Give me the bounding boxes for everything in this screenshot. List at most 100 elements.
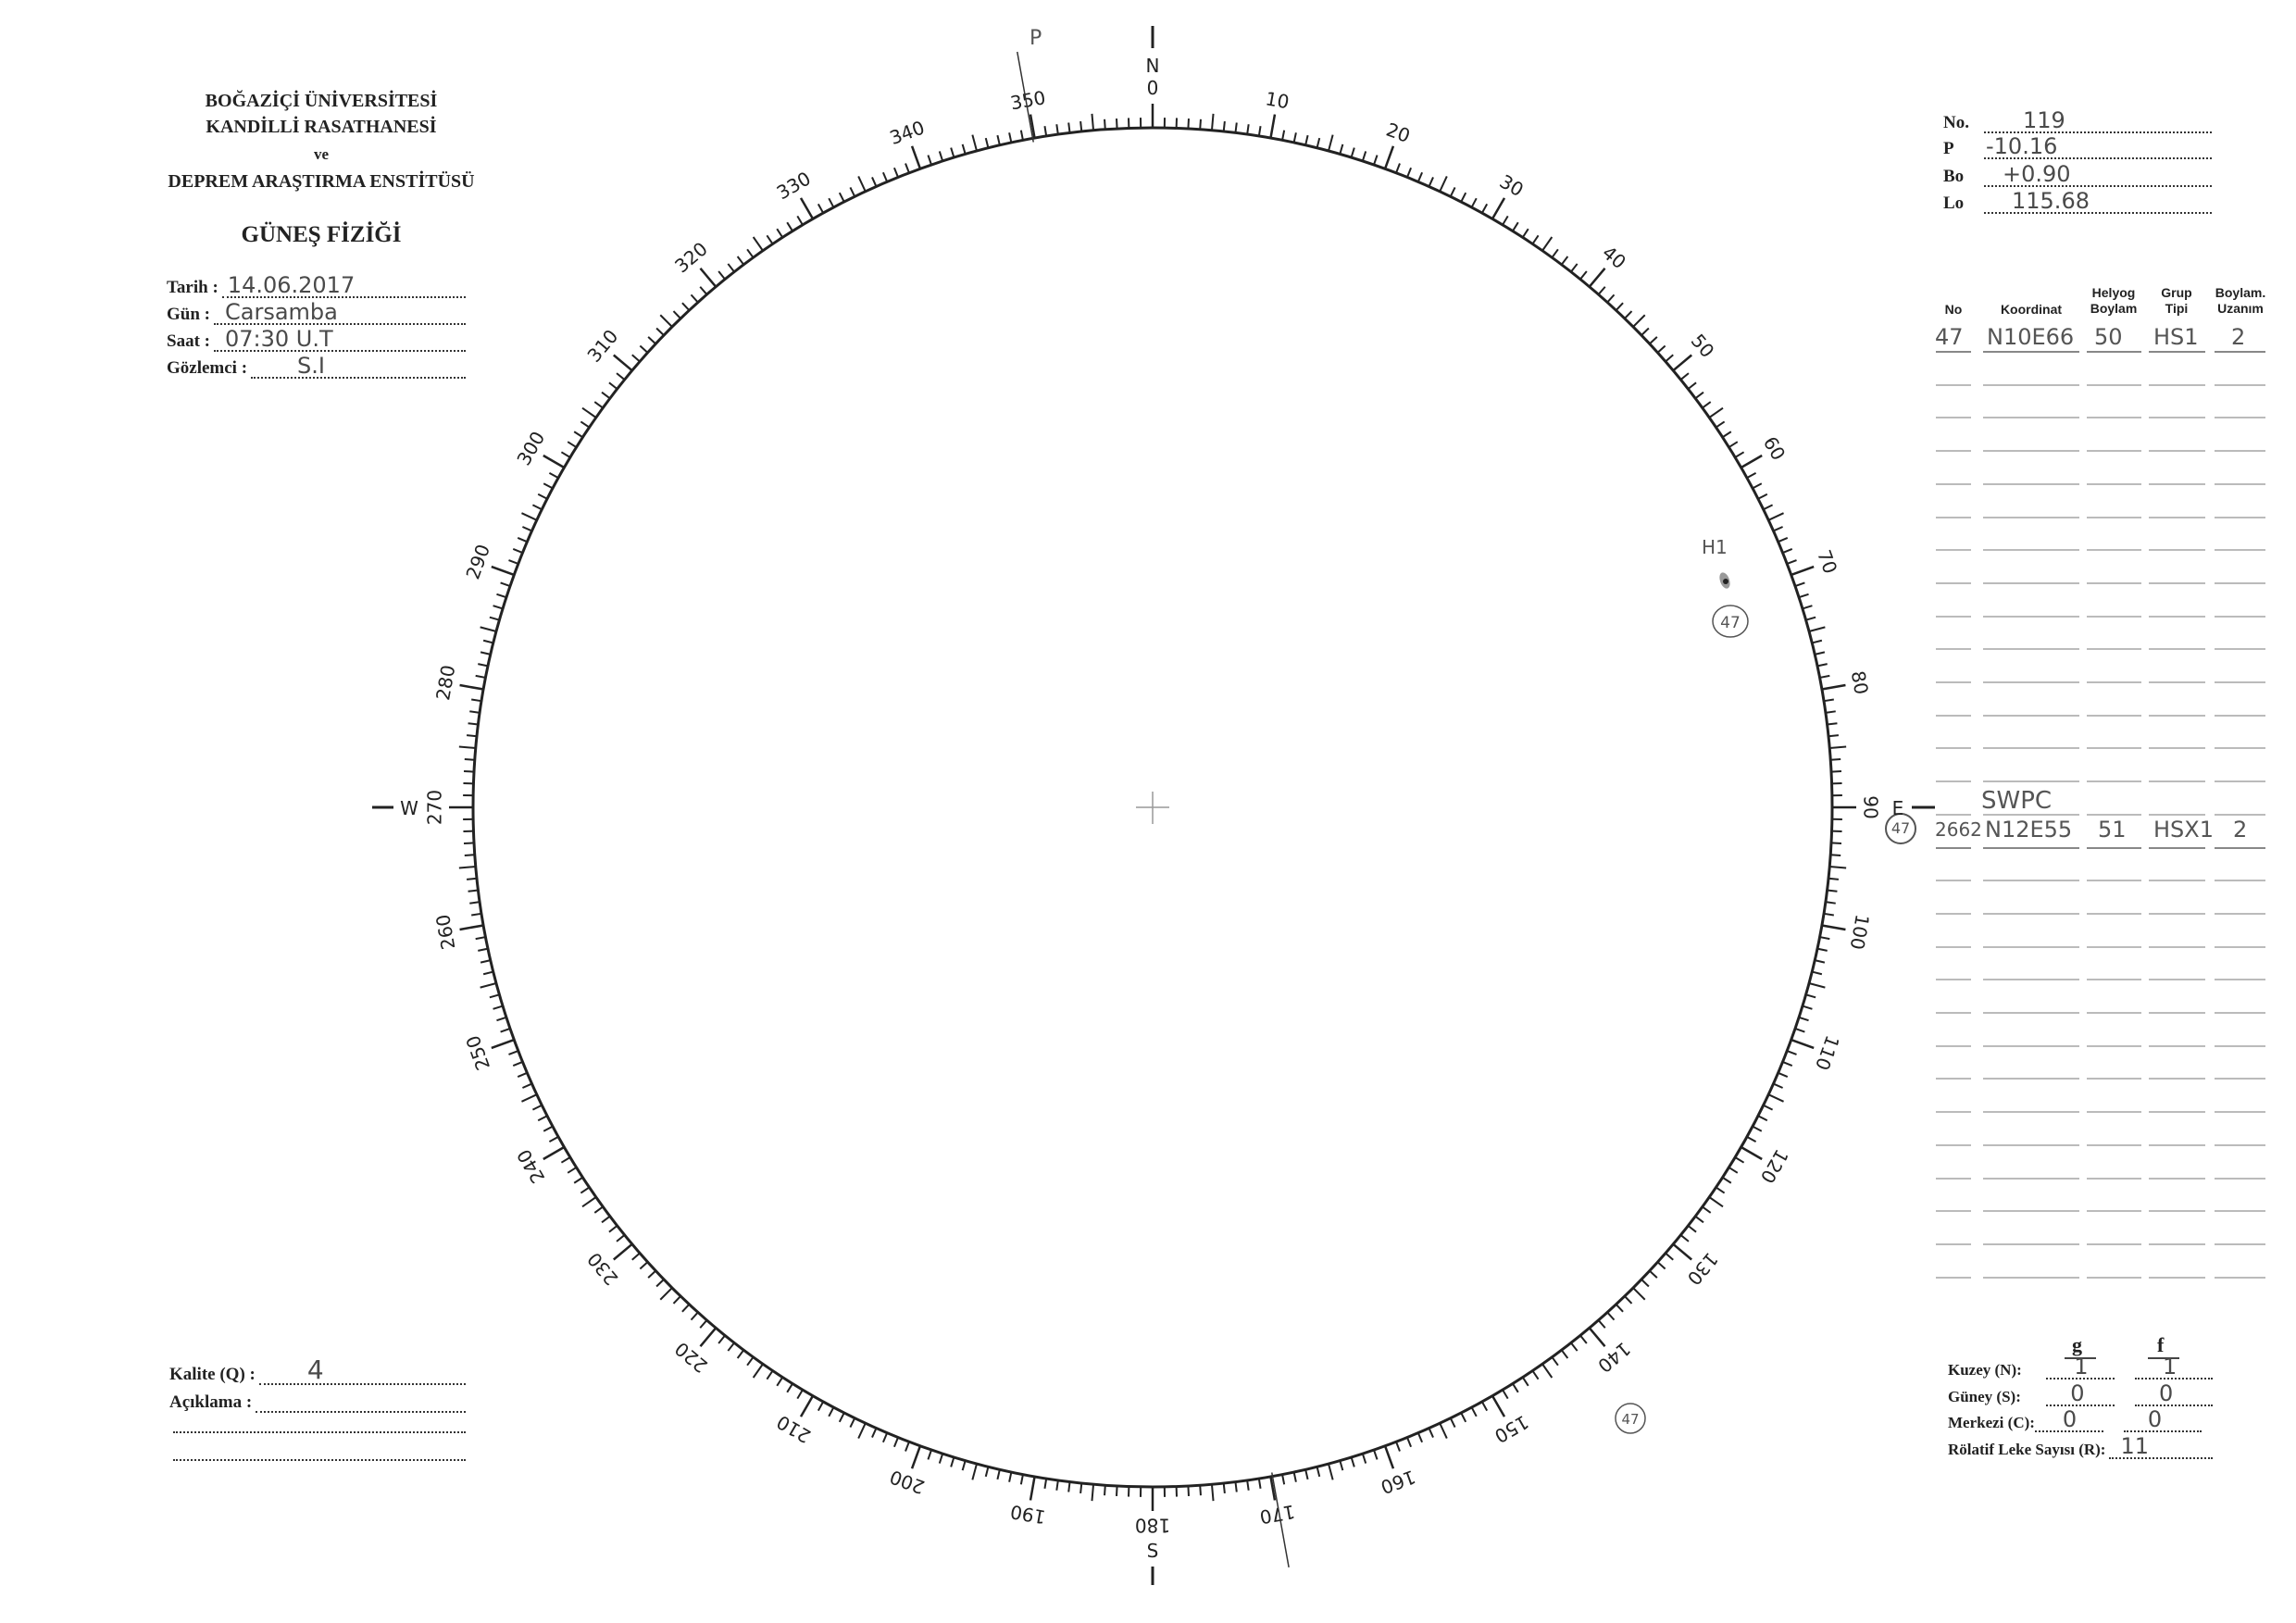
dial-label: 230 xyxy=(582,1248,622,1290)
dial-tick xyxy=(1708,406,1724,418)
observer-value: S.I xyxy=(297,353,325,379)
dial-tick xyxy=(458,865,476,869)
dial-tick xyxy=(1187,1485,1190,1497)
dial-tick xyxy=(522,1082,532,1089)
dial-tick xyxy=(608,381,618,390)
dial-tick xyxy=(573,1176,583,1184)
dial-tick xyxy=(1361,151,1367,162)
table-row-line xyxy=(1983,450,2079,453)
dial-tick xyxy=(1805,616,1816,621)
dial-tick xyxy=(1811,639,1823,644)
dial-tick xyxy=(1281,1474,1286,1485)
table-row-line xyxy=(2215,417,2265,419)
number-field: No. 119 xyxy=(1943,109,2212,133)
dial-tick xyxy=(1827,889,1838,893)
dial-tick xyxy=(796,1389,804,1400)
dial-tick xyxy=(517,536,528,543)
dial-tick xyxy=(521,512,538,521)
polar-axis-line xyxy=(1017,51,1034,143)
dial-tick xyxy=(601,391,611,400)
dial-tick xyxy=(1763,504,1774,511)
table-row-line xyxy=(1983,1276,2079,1279)
dial-tick xyxy=(1199,1485,1202,1496)
dial-tick xyxy=(766,234,774,245)
table-row-line xyxy=(2215,681,2265,683)
dial-tick xyxy=(871,1428,878,1438)
dial-label: 150 xyxy=(1491,1411,1532,1448)
dial-tick xyxy=(580,1186,591,1194)
dial-tick xyxy=(655,327,665,336)
dial-label: 200 xyxy=(887,1466,928,1499)
dial-tick xyxy=(471,912,482,917)
dial-tick xyxy=(1715,420,1726,429)
dial-tick xyxy=(1734,1156,1745,1164)
dial-tick xyxy=(786,221,793,232)
dial-tick xyxy=(927,1449,932,1460)
table-row-line xyxy=(2149,681,2205,683)
dial-tick xyxy=(1210,113,1215,131)
date-value: 14.06.2017 xyxy=(227,272,356,298)
dial-tick xyxy=(1778,1071,1789,1079)
table-row-line xyxy=(1983,1012,2079,1014)
dial-tick xyxy=(905,1441,910,1452)
dial-tick xyxy=(1428,1428,1434,1438)
dial-tick xyxy=(480,651,492,655)
dial-tick xyxy=(496,1016,507,1022)
dial-tick xyxy=(560,451,571,458)
dial-tick xyxy=(522,526,532,532)
dial-tick xyxy=(1791,565,1815,577)
dial-tick xyxy=(468,722,479,726)
dial-tick xyxy=(464,758,475,761)
relative-number-label: Rölatif Leke Sayısı (R): xyxy=(1948,1441,2106,1458)
dial-tick xyxy=(1055,1479,1059,1491)
dial-tick xyxy=(1597,1319,1606,1329)
dial-tick xyxy=(1821,924,1846,931)
dial-label: 110 xyxy=(1811,1032,1844,1073)
dial-label: 250 xyxy=(461,1032,494,1073)
p-angle-label: P xyxy=(1943,139,1954,158)
dial-tick xyxy=(1531,1369,1540,1380)
dial-tick xyxy=(531,1104,543,1111)
dial-tick xyxy=(531,504,543,511)
table-row-line xyxy=(1936,417,1971,419)
dial-tick xyxy=(548,1135,559,1143)
table-row-line xyxy=(2215,945,2265,948)
table-row-line xyxy=(1983,648,2079,651)
dial-tick xyxy=(1741,1145,1763,1161)
dial-tick xyxy=(1679,372,1690,381)
dial-tick xyxy=(910,1445,922,1469)
dial-tick xyxy=(1606,1311,1616,1321)
table-row-line xyxy=(2149,351,2205,353)
dial-tick xyxy=(543,1145,565,1161)
dial-tick xyxy=(799,1395,815,1417)
dial-label: 0 xyxy=(1147,77,1159,99)
swpc-coordinate: N12E55 xyxy=(1985,817,2073,843)
dial-label: 280 xyxy=(431,663,459,702)
dial-tick xyxy=(517,1071,528,1079)
dial-tick xyxy=(1615,302,1624,311)
table-row-line xyxy=(1983,1177,2079,1180)
dial-tick xyxy=(1234,122,1238,133)
dial-tick xyxy=(493,605,504,610)
table-row-line xyxy=(1936,813,1971,816)
table-row-line xyxy=(1983,383,2079,386)
observer-label: Gözlemci : xyxy=(167,358,248,378)
dial-tick xyxy=(1579,270,1588,281)
dial-label: 40 xyxy=(1598,242,1630,274)
bo-value: +0.90 xyxy=(2003,161,2071,187)
table-row-line xyxy=(2149,1012,2205,1014)
table-row-line xyxy=(1983,681,2079,683)
sunspot-umbra xyxy=(1723,579,1728,584)
table-row-line xyxy=(2149,1111,2205,1114)
north-count-row: Kuzey (N): 1 1 xyxy=(1948,1355,2213,1380)
dial-tick xyxy=(1828,734,1840,738)
table-row-line xyxy=(2087,714,2141,717)
header-grup-line1: Grup xyxy=(2161,285,2192,300)
dial-tick xyxy=(548,471,559,480)
dial-tick xyxy=(1460,192,1467,203)
dial-tick xyxy=(828,197,835,208)
observer-field: Gözlemci : S.I xyxy=(167,353,466,379)
dial-label: 310 xyxy=(582,325,622,367)
remarks-line xyxy=(173,1459,466,1461)
